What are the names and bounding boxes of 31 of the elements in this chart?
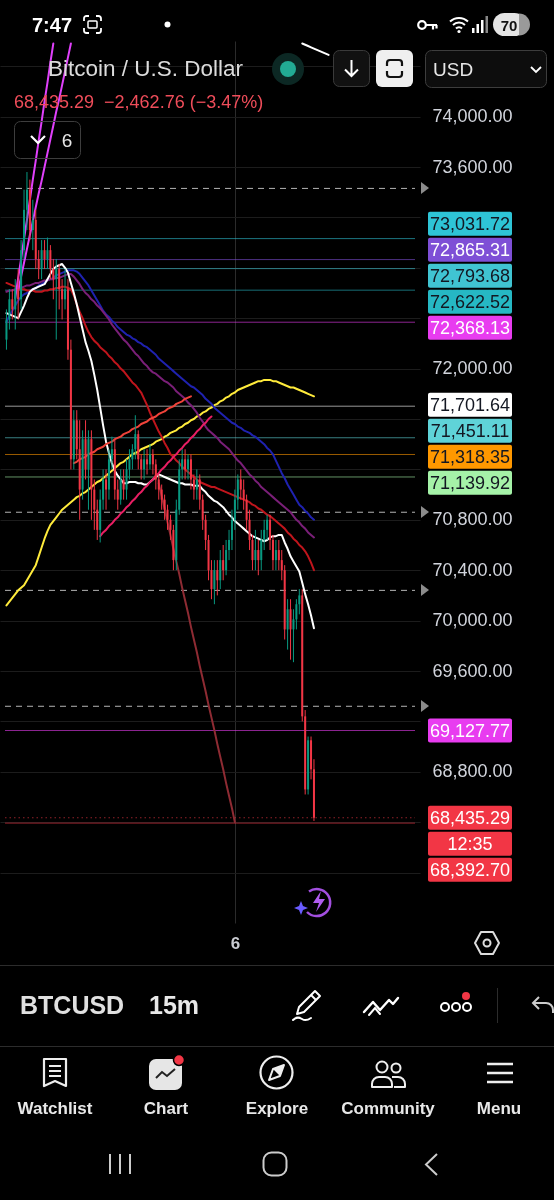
ref-line-label: 71,139.92	[429, 472, 511, 493]
ref-line-label: 71,451.11	[430, 420, 510, 441]
y-tick-label: 69,600.00	[432, 660, 513, 681]
text: 15m	[149, 990, 200, 1019]
ref-line-label: 72,793.68	[429, 265, 511, 286]
ref-line-label: 68,435.29	[429, 807, 511, 828]
ref-line-label: 72,368.13	[429, 317, 511, 338]
text: 7:47	[32, 14, 73, 36]
text: Community	[341, 1098, 435, 1118]
annotation: 6	[61, 129, 73, 151]
y-tick-label: 72,000.00	[432, 358, 513, 379]
ref-line-label: 69,127.77	[429, 720, 511, 741]
ref-line-label: 71,318.35	[429, 446, 511, 467]
text: Chart	[143, 1098, 189, 1118]
ref-line-label: 72,865.31	[429, 239, 511, 260]
text: Menu	[476, 1098, 522, 1118]
y-tick-label: 68,800.00	[432, 761, 513, 782]
ref-line-label: 71,701.64	[429, 394, 511, 415]
y-tick-label: 70,000.00	[432, 610, 513, 631]
y-tick-label: 70,400.00	[432, 559, 513, 580]
text: USD	[433, 58, 474, 80]
y-tick-label: 73,600.00	[432, 156, 513, 177]
ref-line-label: 72,622.52	[429, 291, 511, 312]
ref-line-label: 73,031.72	[429, 213, 511, 234]
text: 12:35	[447, 833, 493, 854]
y-tick-label: 70,800.00	[432, 509, 513, 530]
text: Watchlist	[17, 1098, 93, 1118]
text: BTCUSD	[20, 990, 125, 1019]
y-tick-label: 74,000.00	[432, 106, 513, 127]
legend-label: 68,392.70	[429, 859, 511, 880]
text: Explore	[245, 1098, 309, 1118]
